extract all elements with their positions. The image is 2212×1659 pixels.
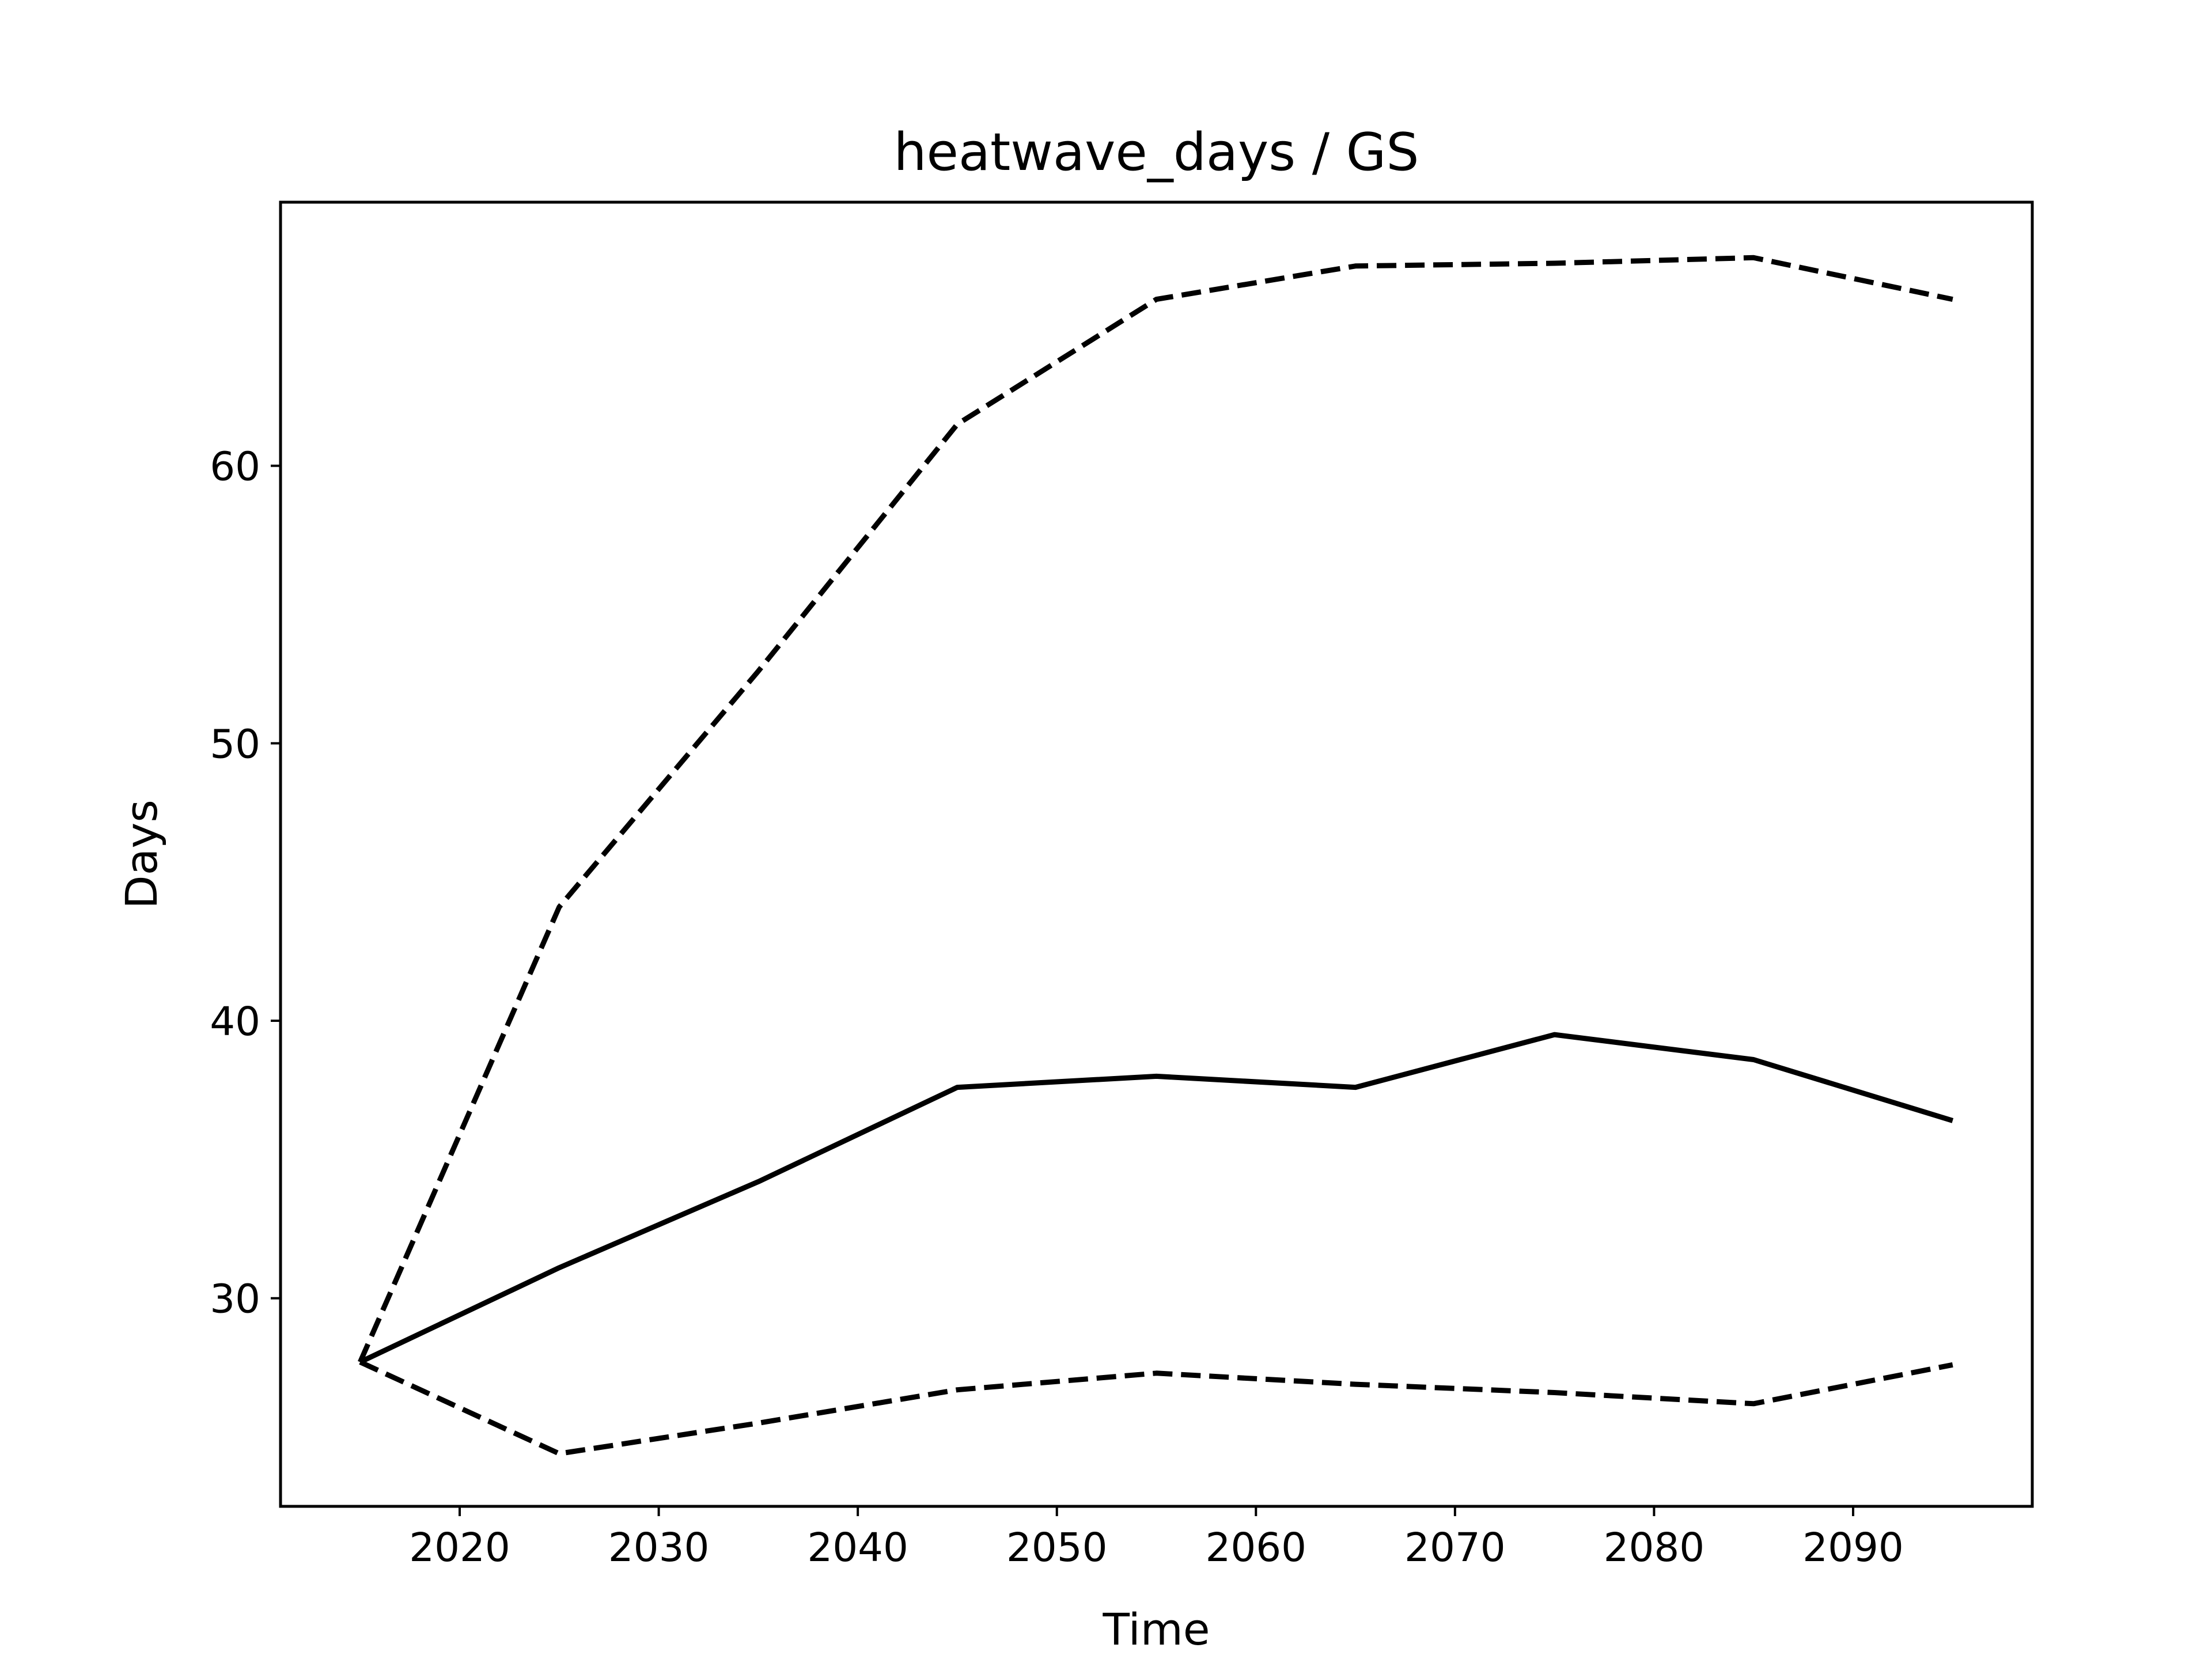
y-tick-label: 40 bbox=[210, 999, 260, 1045]
y-tick-label: 50 bbox=[210, 721, 260, 767]
x-tick-label: 2090 bbox=[1802, 1525, 1904, 1571]
upper-bound-series-line bbox=[358, 255, 1953, 1363]
y-tick-label: 60 bbox=[210, 444, 260, 490]
x-tick-label: 2020 bbox=[409, 1525, 510, 1571]
x-axis-title: Time bbox=[1103, 1604, 1210, 1655]
y-axis-title: Days bbox=[116, 800, 167, 909]
x-tick-label: 2050 bbox=[1006, 1525, 1108, 1571]
chart-title: heatwave_days / GS bbox=[893, 122, 1419, 183]
plot-series bbox=[358, 255, 1954, 1456]
y-axis: 30 40 50 60 bbox=[210, 444, 281, 1323]
y-tick-label: 30 bbox=[210, 1277, 260, 1323]
x-tick-label: 2070 bbox=[1404, 1525, 1506, 1571]
x-tick-label: 2040 bbox=[807, 1525, 908, 1571]
x-tick-label: 2030 bbox=[608, 1525, 710, 1571]
plot-frame bbox=[279, 200, 2034, 1508]
median-series-line bbox=[359, 1032, 1954, 1365]
x-axis: 2020 2030 2040 2050 2060 2070 2080 2090 bbox=[409, 1506, 1904, 1571]
lower-bound-series-line bbox=[359, 1359, 1953, 1456]
x-tick-label: 2080 bbox=[1604, 1525, 1705, 1571]
x-tick-label: 2060 bbox=[1205, 1525, 1306, 1571]
